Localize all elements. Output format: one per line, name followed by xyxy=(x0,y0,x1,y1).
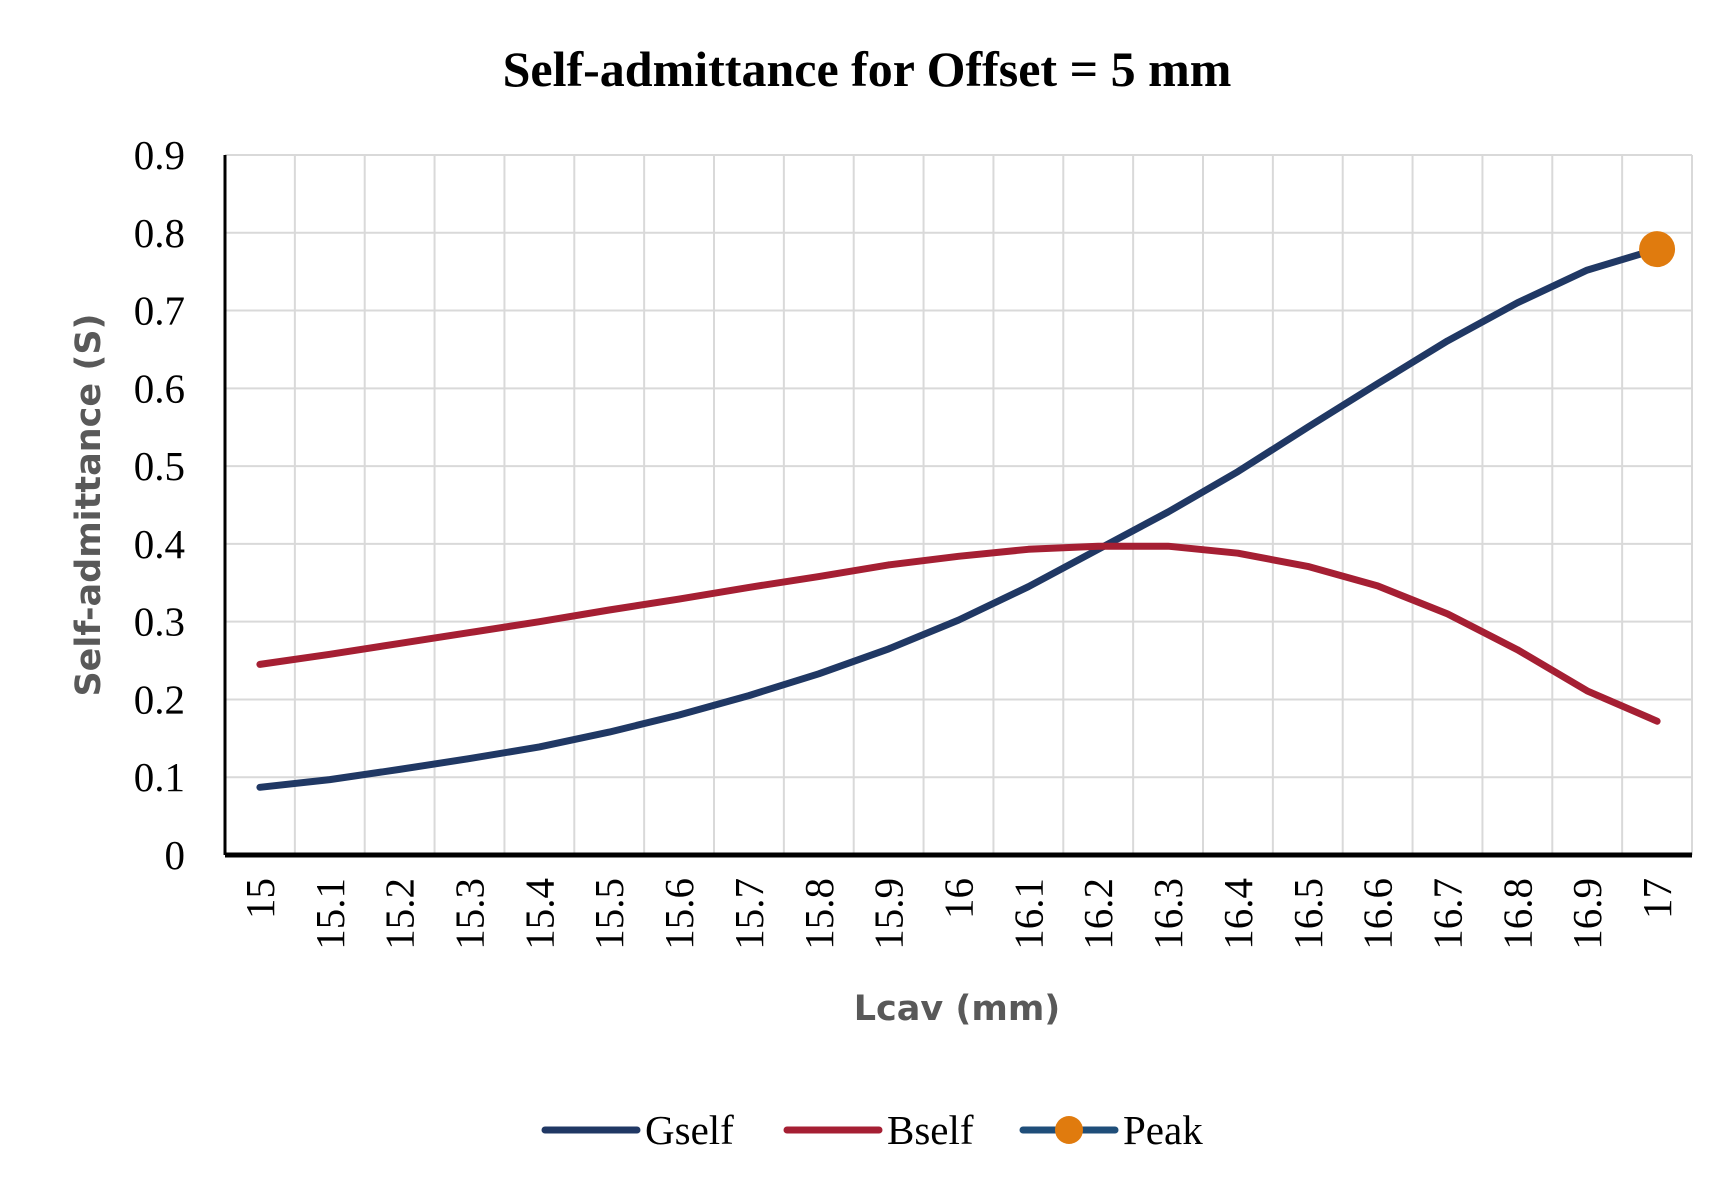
x-tick-label: 15.2 xyxy=(377,878,423,950)
y-tick-label: 0.9 xyxy=(134,132,185,178)
legend-label-peak: Peak xyxy=(1123,1107,1203,1153)
y-axis-title: Self-admittance (S) xyxy=(69,313,109,696)
x-tick-label: 16.7 xyxy=(1425,878,1471,950)
legend: Gself Bself Peak xyxy=(541,1107,1203,1153)
x-tick-label: 15.5 xyxy=(586,878,632,950)
grid xyxy=(224,154,1693,855)
x-tick-label: 15 xyxy=(237,878,283,919)
series-line-gself xyxy=(256,245,1661,791)
series-line-bself xyxy=(256,542,1661,725)
legend-marker-peak xyxy=(1055,1116,1083,1144)
legend-label-gself: Gself xyxy=(645,1107,734,1153)
x-tick-label: 15.1 xyxy=(307,878,353,950)
x-tick-label: 17 xyxy=(1634,878,1680,919)
x-tick-label: 15.3 xyxy=(447,878,493,950)
x-tick-label: 15.7 xyxy=(726,878,772,950)
x-tick-label: 16.9 xyxy=(1564,878,1610,950)
series-layer xyxy=(256,231,1676,791)
legend-label-bself: Bself xyxy=(887,1107,974,1153)
x-tick-label: 16.3 xyxy=(1145,878,1191,950)
x-axis-title: Lcav (mm) xyxy=(854,989,1061,1029)
axes xyxy=(223,155,1692,858)
x-tick-label: 15.8 xyxy=(796,878,842,950)
x-tick-label: 16.1 xyxy=(1005,878,1051,950)
x-tick-label: 16.8 xyxy=(1494,878,1540,950)
x-tick-label: 16.5 xyxy=(1285,878,1331,950)
y-tick-label: 0.1 xyxy=(134,754,185,800)
x-tick-label: 16 xyxy=(936,878,982,919)
y-tick-label: 0.8 xyxy=(134,210,185,256)
y-tick-labels: 0 0.1 0.2 0.3 0.4 0.5 0.6 0.7 0.8 0.9 xyxy=(134,132,185,878)
y-tick-label: 0.7 xyxy=(134,288,185,334)
x-tick-label: 15.6 xyxy=(656,878,702,950)
y-tick-label: 0.4 xyxy=(134,521,185,567)
x-tick-label: 15.4 xyxy=(516,878,562,950)
y-tick-label: 0.5 xyxy=(134,443,185,489)
x-tick-labels: 15 15.1 15.2 15.3 15.4 15.5 15.6 15.7 15.8 15.9 16… xyxy=(237,878,1680,950)
x-tick-label: 16.2 xyxy=(1075,878,1121,950)
x-tick-label: 16.4 xyxy=(1215,878,1261,950)
y-tick-label: 0 xyxy=(165,832,186,878)
chart-title: Self-admittance for Offset = 5 mm xyxy=(503,41,1232,97)
y-tick-label: 0.3 xyxy=(134,599,185,645)
y-tick-label: 0.6 xyxy=(134,365,185,411)
peak-marker xyxy=(1639,231,1676,268)
x-tick-label: 16.6 xyxy=(1355,878,1401,950)
x-tick-label: 15.9 xyxy=(866,878,912,950)
y-tick-label: 0.2 xyxy=(134,676,185,722)
